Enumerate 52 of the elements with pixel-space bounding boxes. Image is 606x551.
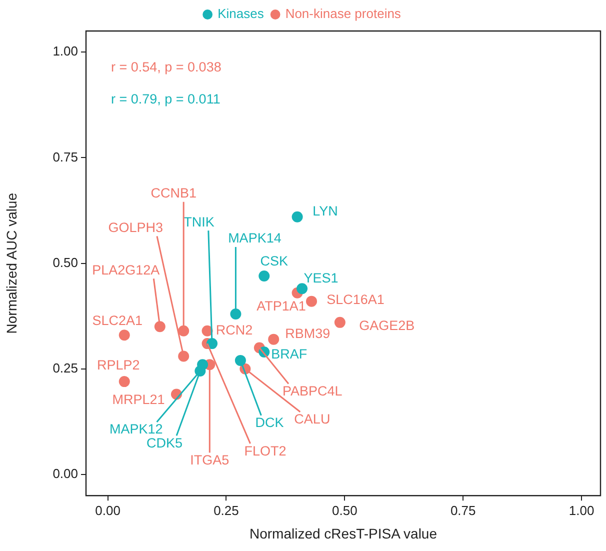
annotation: MAPK14 [228, 230, 282, 246]
x-tick-label: 0.00 [95, 502, 120, 518]
x-tick-label: 1.00 [568, 502, 594, 518]
x-tick-label: 0.50 [332, 502, 358, 518]
annotation: BRAF [271, 346, 308, 362]
x-axis-title: Normalized cResT-PISA value [249, 525, 438, 542]
x-tick-label: 0.75 [450, 502, 476, 518]
annotation: PABPC4L [282, 383, 343, 398]
annotation: RPLP2 [96, 357, 140, 372]
point [230, 308, 242, 320]
point [334, 316, 346, 328]
annotation: LYN [312, 204, 338, 219]
annotation: CALU [294, 412, 330, 427]
annotation: RBM39 [285, 326, 330, 342]
annotation: GAGE2B [359, 318, 415, 334]
annotation: MAPK12 [110, 422, 163, 437]
annotation: FLOT2 [244, 443, 286, 458]
point [258, 270, 270, 282]
y-tick-label: 0.75 [52, 149, 78, 164]
point [268, 334, 280, 345]
y-tick-label: 0.50 [52, 254, 78, 270]
annotation: CCNB1 [150, 186, 196, 201]
point [306, 296, 318, 307]
point [296, 283, 308, 294]
annotation: YES1 [304, 270, 338, 286]
annotation: SLC16A1 [326, 292, 384, 308]
legend-label: Non-kinase proteins [285, 6, 402, 22]
annotation: SLC2A1 [92, 312, 143, 328]
legend-label: Kinases [218, 6, 264, 22]
annotation: RCN2 [216, 322, 253, 338]
y-tick-label: 0.25 [52, 360, 78, 376]
annotation: ITGA5 [190, 452, 230, 468]
annotation: CSK [260, 254, 288, 269]
y-axis-title: Normalized AUC value [3, 192, 20, 334]
annotation: ATP1A1 [256, 298, 306, 314]
point [234, 354, 246, 366]
annotation: GOLPH3 [108, 220, 163, 235]
y-tick-label: 1.00 [52, 44, 78, 59]
annotation: r = 0.79, p = 0.011 [111, 92, 220, 107]
annotation: MRPL21 [112, 392, 165, 407]
annotation: DCK [255, 415, 284, 430]
annotation: PLA2G12A [92, 262, 160, 278]
y-tick-label: 0.00 [52, 466, 78, 482]
point [292, 211, 303, 222]
point [178, 350, 190, 362]
point [118, 330, 130, 341]
point [154, 321, 166, 332]
annotation: CDK5 [146, 435, 183, 450]
x-tick-label: 0.25 [214, 502, 239, 518]
annotation: r = 0.54, p = 0.038 [111, 60, 222, 75]
point [118, 376, 130, 388]
annotation: TNIK [184, 214, 214, 230]
